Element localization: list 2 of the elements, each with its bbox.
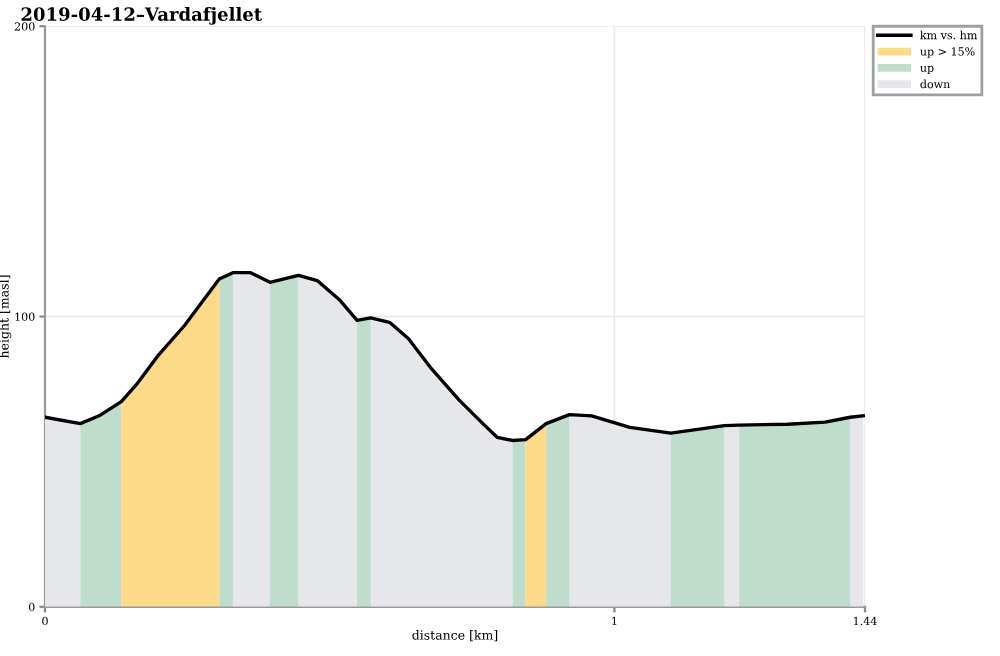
- chart-title: 2019-04-12–Vardafjellet: [21, 6, 263, 25]
- line-series: [45, 271, 865, 443]
